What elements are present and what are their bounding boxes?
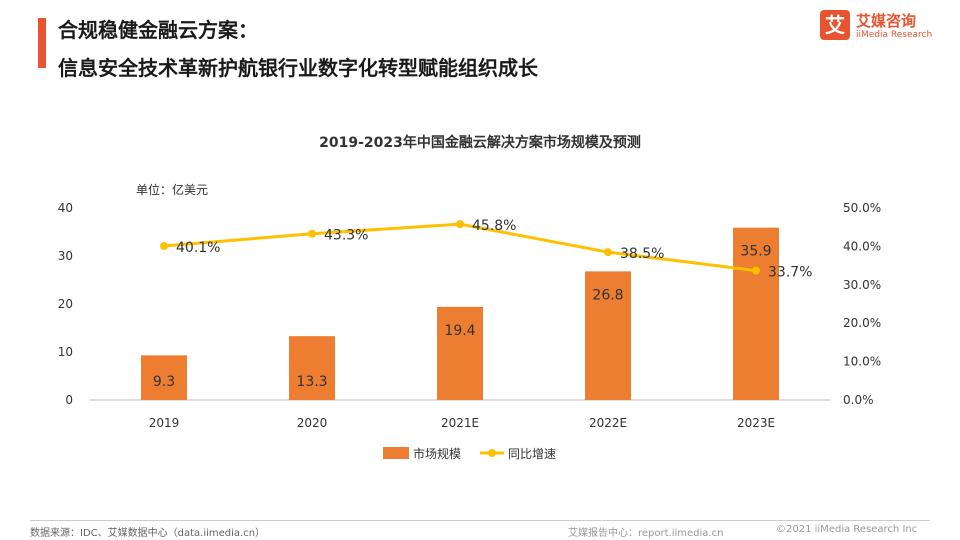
logo-mark-icon: 艾 bbox=[820, 10, 850, 40]
y-tick-label: 40 bbox=[58, 201, 73, 215]
y2-tick-label: 20.0% bbox=[843, 316, 881, 330]
y2-tick-label: 10.0% bbox=[843, 355, 881, 369]
footer-report-link: 艾媒报告中心：report.iimedia.cn bbox=[568, 528, 724, 539]
y2-tick-label: 40.0% bbox=[843, 239, 881, 253]
bar-value-label: 35.9 bbox=[740, 244, 771, 260]
iimedia-logo: 艾 艾媒咨询 iiMedia Research bbox=[820, 10, 940, 46]
growth-point bbox=[456, 220, 464, 229]
chart-title: 2019-2023年中国金融云解决方案市场规模及预测 bbox=[319, 135, 641, 151]
page-title: 合规稳健金融云方案： bbox=[58, 18, 258, 42]
y-tick-label: 0 bbox=[65, 393, 73, 407]
x-tick-label: 2020 bbox=[297, 416, 328, 430]
y2-tick-label: 30.0% bbox=[843, 278, 881, 292]
footer-source: 数据来源：IDC、艾媒数据中心（data.iimedia.cn） bbox=[30, 528, 266, 539]
logo-name-en: iiMedia Research bbox=[856, 30, 933, 40]
bar bbox=[585, 271, 631, 400]
growth-point bbox=[160, 242, 168, 251]
bar bbox=[141, 355, 187, 400]
x-tick-label: 2022E bbox=[589, 416, 627, 430]
logo-name-cn: 艾媒咨询 bbox=[856, 12, 917, 30]
bar-value-label: 26.8 bbox=[592, 287, 623, 303]
y-tick-label: 30 bbox=[58, 249, 73, 263]
growth-point bbox=[604, 248, 612, 257]
growth-value-label: 45.8% bbox=[472, 218, 516, 234]
bar bbox=[733, 227, 779, 400]
footer-copyright: ©2021 iiMedia Research Inc bbox=[776, 524, 918, 535]
bar-value-label: 19.4 bbox=[444, 323, 475, 339]
growth-point bbox=[752, 266, 760, 275]
y2-tick-label: 50.0% bbox=[843, 201, 881, 215]
legend-label: 同比增速 bbox=[508, 447, 556, 461]
growth-value-label: 40.1% bbox=[176, 240, 220, 256]
growth-value-label: 43.3% bbox=[324, 228, 368, 244]
x-tick-label: 2023E bbox=[737, 416, 775, 430]
bar bbox=[437, 306, 483, 400]
page-subtitle: 信息安全技术革新护航银行业数字化转型赋能组织成长 bbox=[58, 56, 538, 80]
growth-value-label: 33.7% bbox=[768, 265, 812, 281]
legend-swatch-bar bbox=[383, 447, 409, 459]
title-accent-bar bbox=[38, 18, 46, 68]
footer-divider bbox=[30, 520, 930, 521]
bar-value-label: 9.3 bbox=[153, 374, 175, 390]
bar bbox=[289, 336, 335, 400]
x-tick-label: 2019 bbox=[149, 416, 180, 430]
x-tick-label: 2021E bbox=[441, 416, 479, 430]
growth-line bbox=[163, 222, 757, 273]
legend-swatch-point bbox=[488, 449, 496, 457]
growth-point bbox=[308, 229, 316, 238]
y2-tick-label: 0.0% bbox=[843, 393, 874, 407]
growth-value-label: 38.5% bbox=[620, 246, 664, 262]
y-tick-label: 20 bbox=[58, 297, 73, 311]
legend-label: 市场规模 bbox=[413, 446, 461, 461]
chart-unit-label: 单位：亿美元 bbox=[136, 183, 209, 197]
y-tick-label: 10 bbox=[58, 345, 73, 359]
bar-value-label: 13.3 bbox=[296, 374, 327, 390]
